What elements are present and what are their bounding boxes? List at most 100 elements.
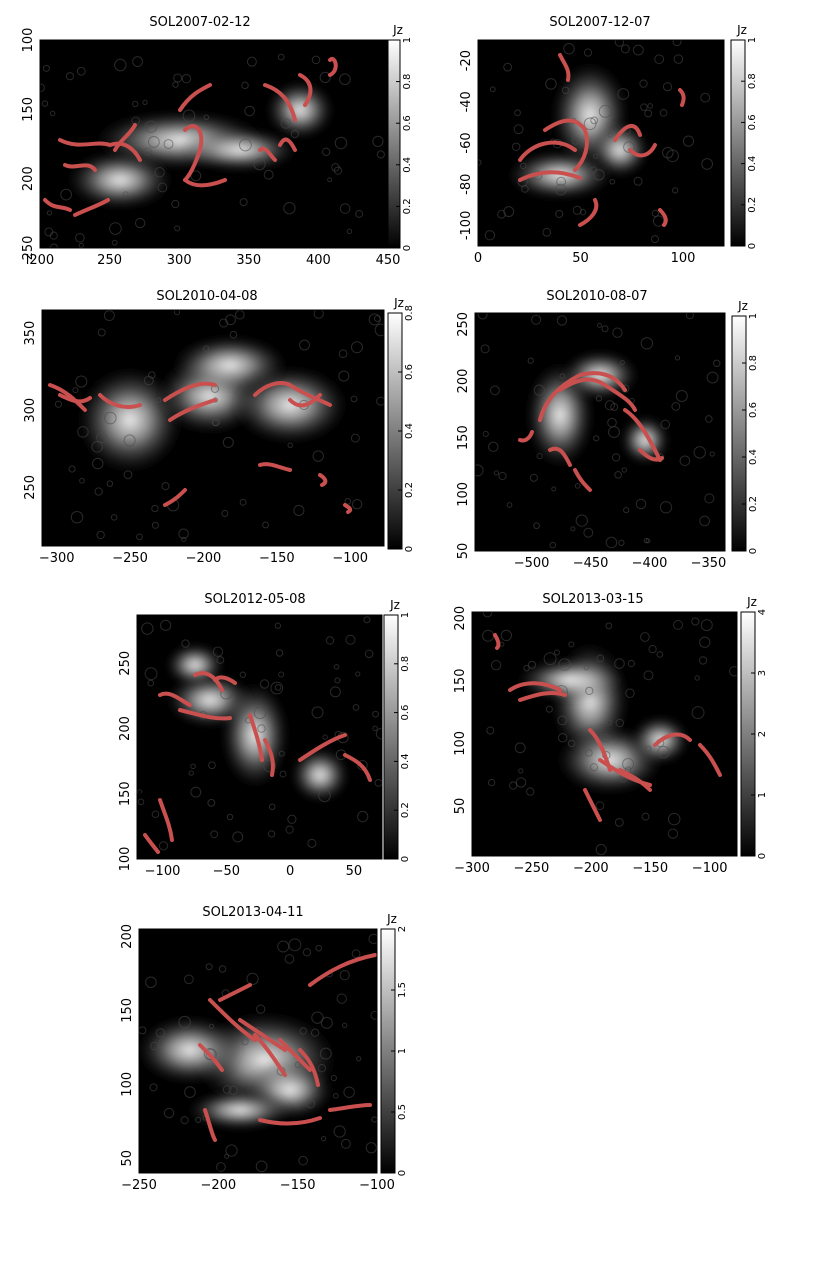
texture-ring <box>341 1022 348 1029</box>
texture-ring <box>343 1086 355 1098</box>
colorbar-tick-label: 1 <box>757 792 768 798</box>
texture-ring <box>667 812 681 826</box>
contour-line <box>698 743 722 777</box>
texture-ring <box>509 781 518 790</box>
contour-line <box>63 163 97 172</box>
colorbar-tick-label: 0.6 <box>404 364 415 380</box>
texture-ring <box>352 704 360 711</box>
texture-ring <box>232 831 244 843</box>
x-tick-label: −200 <box>573 861 609 876</box>
texture-ring <box>709 451 715 457</box>
texture-ring <box>216 656 225 664</box>
texture-ring <box>313 310 324 319</box>
texture-ring <box>321 147 331 156</box>
texture-ring <box>712 359 721 368</box>
texture-ring <box>208 761 216 770</box>
contour-line <box>43 198 72 212</box>
y-tick-label: 150 <box>118 781 133 806</box>
texture-ring <box>545 705 553 713</box>
texture-ring <box>173 310 181 316</box>
texture-ring <box>693 446 706 459</box>
texture-ring <box>338 349 348 359</box>
contour-line <box>573 468 592 492</box>
texture-ring <box>595 395 603 402</box>
texture-ring <box>299 1027 307 1035</box>
texture-ring <box>307 838 317 848</box>
heatmap-image <box>482 612 737 856</box>
texture-ring <box>259 679 270 689</box>
texture-ring <box>111 239 118 246</box>
contour-line <box>583 788 602 822</box>
texture-ring <box>262 521 269 529</box>
texture-ring <box>202 345 210 352</box>
contour-line <box>518 430 534 443</box>
y-tick-label: 300 <box>23 398 38 423</box>
plot-frame <box>471 611 738 857</box>
texture-ring <box>311 55 321 65</box>
texture-ring <box>583 664 589 671</box>
contour-line <box>193 671 224 692</box>
texture-ring <box>623 507 630 514</box>
colorbar-tick-label: 1 <box>747 37 758 43</box>
texture-ring <box>570 526 576 532</box>
texture-ring <box>147 371 156 379</box>
texture-ring <box>184 974 194 985</box>
texture-ring <box>70 510 84 524</box>
contour-line <box>238 1018 287 1052</box>
texture-ring <box>632 44 644 56</box>
texture-ring <box>246 56 257 67</box>
texture-ring <box>372 710 379 718</box>
texture-ring <box>376 150 385 159</box>
plot-frame <box>136 614 383 860</box>
texture-ring <box>92 457 104 470</box>
texture-ring <box>373 315 381 323</box>
texture-ring <box>671 187 679 194</box>
contour-line <box>183 178 227 188</box>
texture-ring <box>608 426 620 439</box>
texture-ring <box>647 103 653 109</box>
x-tick-label: 50 <box>572 251 589 266</box>
heatmap-image <box>48 310 384 542</box>
texture-ring <box>147 135 160 148</box>
contour-line <box>618 768 652 792</box>
texture-ring <box>682 135 695 147</box>
y-tick-label: 50 <box>456 543 471 560</box>
texture-ring <box>666 149 679 163</box>
contour-line <box>253 381 332 407</box>
texture-ring <box>590 116 599 125</box>
texture-ring <box>218 965 227 973</box>
texture-ring <box>158 1039 164 1045</box>
texture-ring <box>270 681 284 695</box>
y-tick-label: 250 <box>118 651 133 676</box>
heatmap-image <box>475 313 721 549</box>
texture-ring <box>617 88 630 100</box>
texture-ring <box>311 1011 324 1024</box>
texture-ring <box>643 670 654 681</box>
x-tick-label: 300 <box>167 253 192 268</box>
texture-ring <box>601 325 609 333</box>
texture-ring <box>334 677 341 684</box>
texture-ring <box>184 1086 196 1098</box>
texture-ring <box>351 949 361 959</box>
texture-ring <box>376 396 384 406</box>
texture-ring <box>327 177 333 183</box>
texture-ring <box>583 48 593 57</box>
y-tick-label: -80 <box>459 174 474 195</box>
texture-ring <box>330 1074 337 1082</box>
colorbar-tick-label: 1 <box>748 313 759 319</box>
texture-ring <box>575 514 588 527</box>
current-density-region <box>139 1015 245 1085</box>
contour-line <box>308 953 377 987</box>
texture-ring <box>618 539 625 547</box>
texture-ring <box>65 72 75 81</box>
texture-ring <box>482 430 489 438</box>
texture-ring <box>283 201 296 215</box>
texture-ring <box>477 313 488 320</box>
y-tick-label: 50 <box>453 798 468 815</box>
panel-2: SOL2007-12-07 0 50 100 -20 -40 -60 -80 -100 Jz 0 0.… <box>459 15 758 266</box>
texture-ring <box>671 402 681 411</box>
colorbar <box>383 614 399 860</box>
texture-ring <box>320 1016 333 1029</box>
contour-line <box>508 681 562 692</box>
